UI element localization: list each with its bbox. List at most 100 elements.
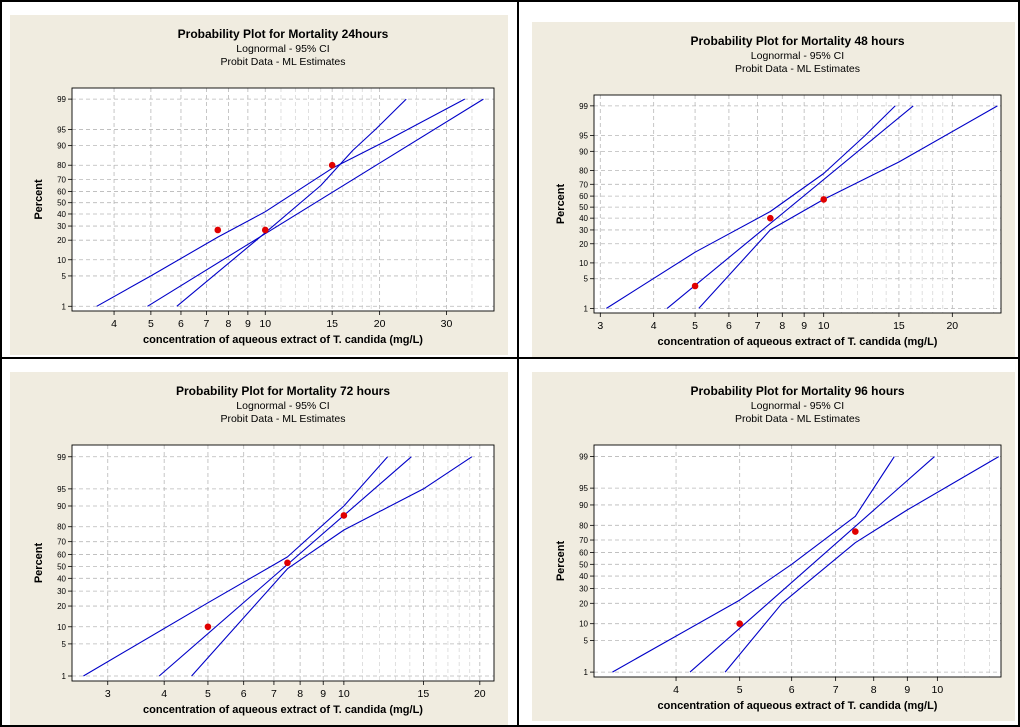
x-tick-label: 30	[441, 318, 453, 330]
x-tick-label: 7	[271, 688, 277, 700]
x-tick-label: 5	[205, 688, 211, 700]
data-point	[261, 226, 269, 234]
grid-middle-border	[0, 357, 1020, 359]
y-tick-label: 30	[579, 585, 588, 594]
chart-title: Probability Plot for Mortality 48 hours	[690, 34, 904, 48]
chart-subtitle-2: Probit Data - ML Estimates	[220, 56, 345, 68]
ci-upper-line	[606, 105, 896, 309]
y-tick-label: 80	[579, 521, 588, 530]
x-tick-label: 8	[871, 684, 877, 696]
x-tick-label: 20	[474, 688, 486, 700]
y-tick-label: 1	[584, 304, 589, 313]
x-tick-label: 7	[203, 318, 209, 330]
y-tick-label: 5	[584, 637, 589, 646]
ci-upper-line	[612, 456, 895, 673]
plot-area	[594, 445, 1001, 677]
y-tick-label: 99	[579, 102, 588, 111]
x-tick-label: 5	[737, 684, 743, 696]
x-tick-label: 9	[801, 320, 807, 332]
data-point	[691, 282, 699, 290]
y-tick-label: 10	[579, 259, 588, 268]
x-tick-label: 15	[326, 318, 338, 330]
x-tick-label: 5	[692, 320, 698, 332]
x-tick-label: 9	[245, 318, 251, 330]
y-tick-label: 90	[579, 501, 588, 510]
x-tick-label: 8	[297, 688, 303, 700]
x-tick-label: 10	[818, 320, 830, 332]
y-tick-label: 20	[57, 602, 66, 611]
y-tick-label: 70	[579, 180, 588, 189]
fit-line	[666, 105, 914, 309]
grid-left-border	[0, 0, 2, 727]
x-tick-label: 9	[904, 684, 910, 696]
chart-title: Probability Plot for Mortality 72 hours	[176, 384, 390, 398]
plot-frame	[593, 94, 1002, 314]
x-tick-label: 9	[320, 688, 326, 700]
chart-subtitle-2: Probit Data - ML Estimates	[735, 63, 860, 75]
y-tick-label: 1	[62, 302, 67, 311]
x-tick-label: 7	[755, 320, 761, 332]
plot-frame	[71, 87, 495, 312]
fit-line	[158, 456, 412, 677]
x-axis-label: concentration of aqueous extract of T. c…	[143, 334, 423, 346]
chart-subtitle-1: Lognormal - 95% CI	[236, 400, 329, 412]
y-tick-label: 5	[584, 275, 589, 284]
x-tick-label: 6	[241, 688, 247, 700]
y-tick-label: 80	[57, 523, 66, 532]
y-tick-label: 20	[579, 599, 588, 608]
x-tick-label: 4	[651, 320, 657, 332]
y-tick-label: 90	[57, 502, 66, 511]
y-tick-label: 70	[57, 538, 66, 547]
y-tick-label: 60	[57, 550, 66, 559]
x-tick-label: 6	[789, 684, 795, 696]
probability-plot-24h: Probability Plot for Mortality 24hours Lo…	[10, 15, 508, 355]
x-tick-label: 10	[259, 318, 271, 330]
curve-group	[96, 98, 484, 307]
y-tick-label: 30	[57, 587, 66, 596]
data-point	[767, 214, 774, 222]
plot-frame	[71, 444, 495, 682]
chart-subtitle-2: Probit Data - ML Estimates	[735, 413, 860, 425]
x-tick-label: 5	[148, 318, 154, 330]
y-tick-label: 90	[579, 147, 588, 156]
data-point	[820, 196, 827, 203]
plot-area	[594, 95, 1001, 313]
y-tick-label: 95	[57, 125, 66, 134]
grid-right-border	[1018, 0, 1020, 727]
ci-upper-line	[83, 456, 389, 677]
probability-plot-24h-svg: Probability Plot for Mortality 24hours Lo…	[10, 15, 508, 355]
y-tick-label: 99	[57, 95, 66, 104]
ci-upper-line	[96, 98, 465, 307]
data-point	[852, 528, 859, 535]
y-tick-label: 95	[57, 485, 66, 494]
y-tick-label: 40	[57, 574, 66, 583]
x-tick-label: 7	[833, 684, 839, 696]
data-point	[340, 512, 348, 519]
ci-lower-line	[724, 456, 999, 673]
x-tick-label: 15	[893, 320, 905, 332]
x-tick-label: 3	[105, 688, 111, 700]
y-tick-label: 80	[579, 166, 588, 175]
chart-subtitle-1: Lognormal - 95% CI	[236, 43, 329, 55]
y-tick-label: 99	[579, 453, 588, 462]
chart-subtitle-1: Lognormal - 95% CI	[751, 50, 844, 62]
y-tick-label: 50	[579, 203, 588, 212]
y-tick-label: 5	[62, 272, 67, 281]
y-tick-label: 70	[57, 175, 66, 184]
chart-title: Probability Plot for Mortality 96 hours	[690, 384, 904, 398]
y-tick-label: 40	[579, 572, 588, 581]
x-tick-label: 8	[226, 318, 232, 330]
y-tick-label: 60	[579, 549, 588, 558]
y-tick-label: 30	[579, 226, 588, 235]
y-tick-label: 5	[62, 640, 67, 649]
x-tick-label: 8	[779, 320, 785, 332]
y-tick-label: 1	[62, 672, 67, 681]
y-tick-label: 40	[579, 214, 588, 223]
x-axis-label: concentration of aqueous extract of T. c…	[143, 704, 423, 716]
x-tick-label: 4	[111, 318, 117, 330]
grid-top-border	[0, 0, 1020, 2]
y-tick-label: 60	[579, 192, 588, 201]
probability-plot-96h: Probability Plot for Mortality 96 hours L…	[532, 372, 1015, 721]
chart-subtitle-2: Probit Data - ML Estimates	[220, 413, 345, 425]
